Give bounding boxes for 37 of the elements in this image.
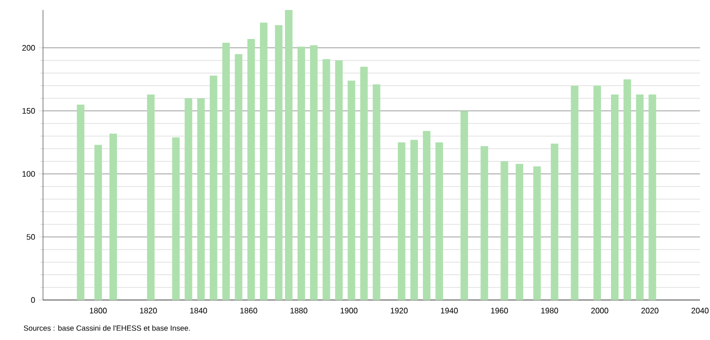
bar bbox=[260, 22, 268, 300]
bar bbox=[335, 60, 343, 300]
bar bbox=[197, 98, 205, 300]
bar bbox=[648, 94, 656, 300]
bar bbox=[610, 94, 619, 300]
bar bbox=[109, 134, 117, 300]
bar bbox=[570, 86, 578, 300]
bar bbox=[422, 131, 430, 300]
bar bbox=[298, 46, 306, 300]
bar bbox=[372, 84, 380, 300]
bar bbox=[636, 94, 644, 300]
bar bbox=[284, 10, 293, 300]
bar bbox=[234, 54, 242, 300]
bar bbox=[550, 144, 558, 300]
bar bbox=[210, 76, 218, 300]
bar bbox=[360, 66, 368, 300]
bar bbox=[348, 80, 356, 300]
bar bbox=[274, 25, 282, 300]
bar bbox=[533, 166, 541, 300]
bar bbox=[593, 86, 601, 300]
bar bbox=[460, 110, 468, 300]
bar bbox=[94, 144, 102, 300]
bar bbox=[398, 142, 406, 300]
bar bbox=[322, 59, 330, 300]
bar bbox=[500, 161, 508, 300]
bar bbox=[435, 142, 443, 300]
bar bbox=[624, 79, 632, 300]
bar bbox=[310, 45, 318, 300]
bar bbox=[172, 137, 180, 300]
bar bbox=[516, 164, 524, 300]
bar bbox=[76, 104, 84, 300]
bar bbox=[247, 38, 255, 300]
bar bbox=[222, 42, 230, 300]
bar bbox=[410, 140, 418, 300]
bar bbox=[480, 146, 488, 300]
bar bbox=[147, 94, 155, 300]
bar bbox=[184, 98, 192, 300]
